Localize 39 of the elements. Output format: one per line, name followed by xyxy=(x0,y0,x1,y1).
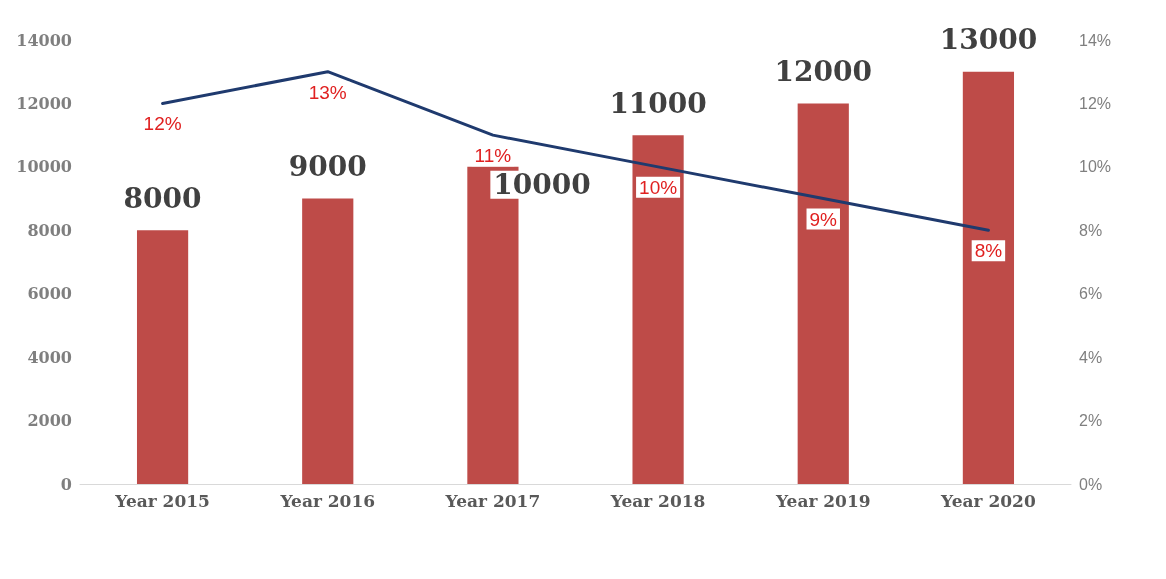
bar xyxy=(632,135,684,484)
y2-tick-label: 4% xyxy=(1079,348,1103,366)
x-tick-label: Year 2019 xyxy=(774,490,871,511)
y2-tick-label: 10% xyxy=(1079,158,1112,176)
y-tick-label: 4000 xyxy=(27,347,72,367)
y2-tick-label: 0% xyxy=(1079,475,1103,493)
y-tick-label: 12000 xyxy=(16,93,72,113)
data-label: 10% xyxy=(639,176,678,198)
data-label: 12000 xyxy=(774,54,872,88)
data-label: 13% xyxy=(308,81,347,103)
bar xyxy=(962,71,1015,484)
y-tick-label: 2000 xyxy=(27,411,72,431)
y2-tick-label: 12% xyxy=(1079,94,1112,112)
data-label: 8% xyxy=(974,240,1003,262)
y2-tick-label: 14% xyxy=(1079,31,1112,49)
y-tick-label: 14000 xyxy=(16,30,72,50)
bar xyxy=(302,198,354,484)
x-tick-label: Year 2018 xyxy=(609,490,706,511)
x-tick-label: Year 2016 xyxy=(279,490,376,511)
x-tick-label: Year 2020 xyxy=(940,490,1036,511)
y-tick-label: 8000 xyxy=(27,220,72,240)
data-label: 11% xyxy=(474,145,512,167)
y2-tick-label: 6% xyxy=(1079,285,1103,303)
bar xyxy=(136,230,189,484)
y-tick-label: 6000 xyxy=(27,284,72,304)
data-label: 11000 xyxy=(609,86,707,120)
data-label: 13000 xyxy=(939,23,1038,57)
y-tick-label: 10000 xyxy=(16,157,72,177)
x-tick-label: Year 2015 xyxy=(114,490,210,511)
y-tick-label: 0 xyxy=(60,474,72,494)
data-label: 9% xyxy=(809,208,838,230)
data-label: 10000 xyxy=(493,168,591,202)
data-label: 12% xyxy=(143,113,182,135)
y2-tick-label: 8% xyxy=(1079,221,1103,239)
x-tick-label: Year 2017 xyxy=(444,490,541,511)
data-label: 8000 xyxy=(123,181,202,215)
y2-tick-label: 2% xyxy=(1079,412,1103,430)
bar xyxy=(797,103,849,484)
data-label: 9000 xyxy=(288,150,367,184)
